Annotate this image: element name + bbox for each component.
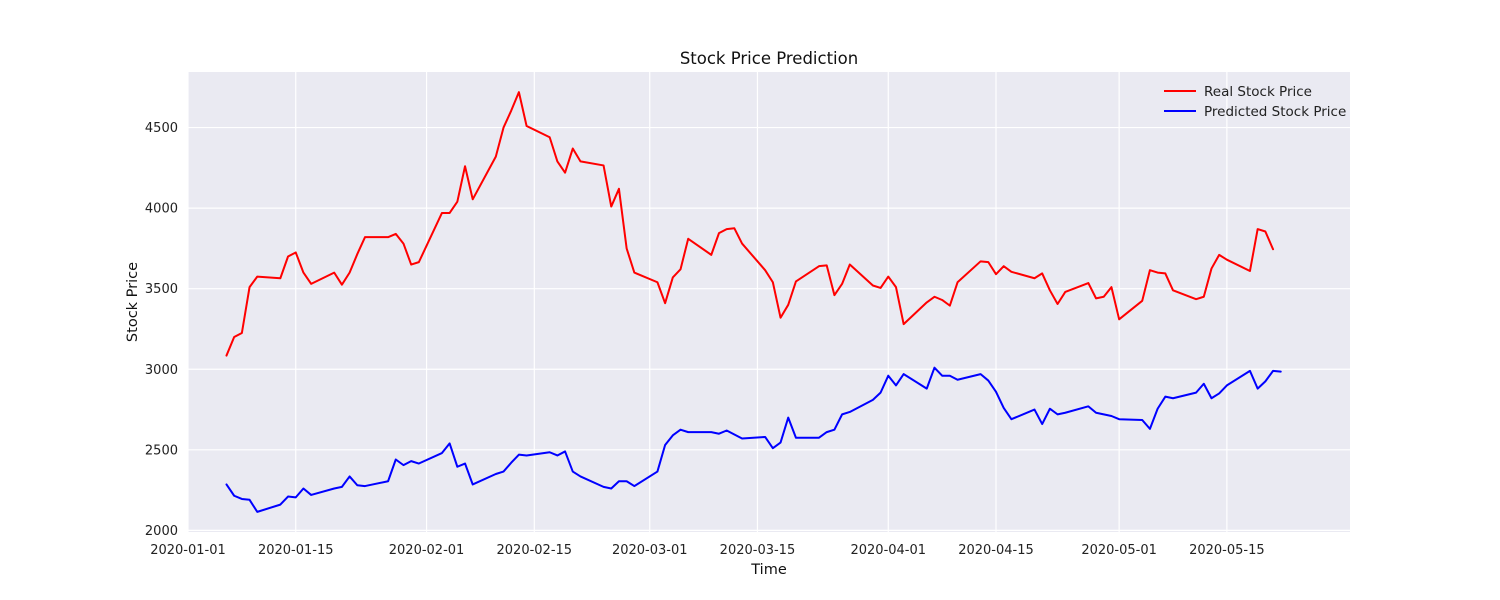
x-axis-tick-labels: 2020-01-01 2020-01-15 2020-02-01 2020-02-15…	[150, 543, 1264, 558]
plot-area	[188, 72, 1350, 532]
real-price-line	[225, 91, 1275, 357]
y-tick-label: 3500	[145, 282, 178, 297]
horizontal-gridlines	[188, 126, 1350, 531]
x-tick-label: 2020-04-15	[958, 543, 1034, 558]
legend: Real Stock Price Predicted Stock Price	[1164, 84, 1346, 120]
chart-title: Stock Price Prediction	[680, 49, 858, 68]
x-tick-label: 2020-04-01	[850, 543, 926, 558]
y-tick-label: 3000	[145, 363, 178, 378]
x-tick-label: 2020-05-01	[1081, 543, 1157, 558]
series-lines	[225, 91, 1282, 513]
x-tick-label: 2020-03-01	[612, 543, 688, 558]
x-tick-label: 2020-05-15	[1189, 543, 1265, 558]
legend-label-real: Real Stock Price	[1204, 84, 1312, 100]
vertical-gridlines	[187, 72, 1228, 532]
y-tick-label: 2500	[145, 443, 178, 458]
x-tick-label: 2020-02-01	[389, 543, 465, 558]
x-tick-label: 2020-01-01	[150, 543, 226, 558]
x-tick-label: 2020-01-15	[258, 543, 334, 558]
y-tick-label: 2000	[145, 524, 178, 539]
y-tick-label: 4000	[145, 202, 178, 217]
predicted-price-line	[225, 366, 1282, 513]
x-tick-label: 2020-02-15	[497, 543, 573, 558]
legend-label-predicted: Predicted Stock Price	[1204, 104, 1346, 120]
y-axis-tick-labels: 2000 2500 3000 3500 4000 4500	[145, 121, 178, 539]
y-axis-label: Stock Price	[125, 262, 141, 342]
x-tick-label: 2020-03-15	[720, 543, 796, 558]
y-tick-label: 4500	[145, 121, 178, 136]
x-axis-label: Time	[750, 562, 787, 578]
